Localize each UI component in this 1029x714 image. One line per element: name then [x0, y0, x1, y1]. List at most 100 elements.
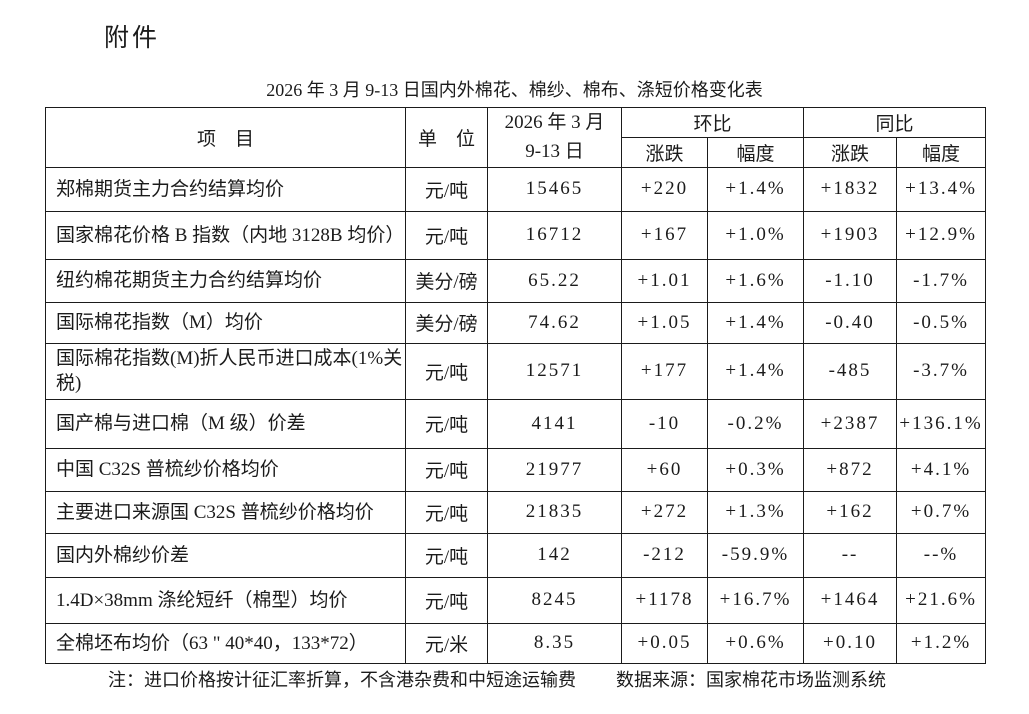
period-value-cell: 21835	[487, 490, 622, 534]
item-cell: 郑棉期货主力合约结算均价	[45, 166, 406, 212]
item-cell: 全棉坯布均价（63 " 40*40，133*72）	[45, 622, 406, 664]
table-body: 郑棉期货主力合约结算均价 元/吨 15465 +220 +1.4% +1832 …	[45, 166, 987, 664]
unit-cell: 元/吨	[405, 447, 488, 492]
item-cell: 国际棉花指数(M)折人民币进口成本(1%关税)	[45, 342, 406, 400]
item-cell: 中国 C32S 普梳纱价格均价	[45, 447, 406, 492]
item-cell: 主要进口来源国 C32S 普梳纱价格均价	[45, 490, 406, 534]
mom-range-cell: +0.3%	[706, 447, 805, 492]
table-row: 全棉坯布均价（63 " 40*40，133*72） 元/米 8.35 +0.05…	[45, 622, 987, 664]
period-value-cell: 4141	[487, 398, 622, 449]
unit-cell: 元/吨	[405, 210, 488, 260]
table-row: 国际棉花指数(M)折人民币进口成本(1%关税) 元/吨 12571 +177 +…	[45, 342, 987, 400]
header-item: 项 目	[45, 107, 406, 168]
unit-cell: 元/米	[405, 622, 488, 664]
mom-range-cell: +1.4%	[706, 166, 805, 212]
header-yoy-range: 幅度	[896, 136, 987, 168]
unit-cell: 元/吨	[405, 532, 488, 578]
unit-cell: 元/吨	[405, 166, 488, 212]
unit-cell: 元/吨	[405, 342, 488, 400]
table-header: 项 目 单 位 2026 年 3 月 9-13 日 环比 同比 涨跌 幅度 涨跌…	[45, 107, 987, 168]
table-row: 国家棉花价格 B 指数（内地 3128B 均价） 元/吨 16712 +167 …	[45, 210, 987, 260]
mom-range-cell: +1.4%	[706, 342, 805, 400]
period-value-cell: 21977	[487, 447, 622, 492]
yoy-range-cell: +1.2%	[896, 622, 987, 664]
mom-range-cell: +16.7%	[706, 576, 805, 624]
yoy-change-cell: +1464	[803, 576, 898, 624]
table-row: 纽约棉花期货主力合约结算均价 美分/磅 65.22 +1.01 +1.6% -1…	[45, 258, 987, 303]
item-cell: 国家棉花价格 B 指数（内地 3128B 均价）	[45, 210, 406, 260]
table-row: 中国 C32S 普梳纱价格均价 元/吨 21977 +60 +0.3% +872…	[45, 447, 987, 492]
period-value-cell: 74.62	[487, 301, 622, 344]
header-yoy-change: 涨跌	[803, 136, 898, 168]
yoy-range-cell: -1.7%	[896, 258, 987, 303]
mom-change-cell: -212	[621, 532, 708, 578]
price-change-table: 项 目 单 位 2026 年 3 月 9-13 日 环比 同比 涨跌 幅度 涨跌…	[45, 107, 987, 664]
mom-change-cell: +177	[621, 342, 708, 400]
table-row: 国内外棉纱价差 元/吨 142 -212 -59.9% -- --%	[45, 532, 987, 578]
item-cell: 国内外棉纱价差	[45, 532, 406, 578]
unit-cell: 美分/磅	[405, 301, 488, 344]
yoy-range-cell: --%	[896, 532, 987, 578]
header-mom-group: 环比	[620, 107, 805, 138]
mom-change-cell: -10	[621, 398, 708, 449]
yoy-change-cell: -485	[803, 342, 898, 400]
period-value-cell: 142	[487, 532, 622, 578]
period-value-cell: 8245	[487, 576, 622, 624]
mom-change-cell: +0.05	[621, 622, 708, 664]
item-cell: 国产棉与进口棉（M 级）价差	[45, 398, 406, 449]
period-value-cell: 15465	[487, 166, 622, 212]
header-row-sub: 涨跌 幅度 涨跌 幅度	[46, 136, 987, 168]
header-row-top: 项 目 单 位 2026 年 3 月 9-13 日 环比 同比	[45, 107, 987, 168]
yoy-range-cell: -0.5%	[896, 301, 987, 344]
header-period: 2026 年 3 月 9-13 日	[487, 107, 622, 168]
yoy-change-cell: +0.10	[803, 622, 898, 664]
yoy-range-cell: +136.1%	[896, 398, 987, 449]
yoy-range-cell: -3.7%	[896, 342, 987, 400]
mom-range-cell: +1.4%	[706, 301, 805, 344]
item-cell: 国际棉花指数（M）均价	[45, 301, 406, 344]
yoy-change-cell: +872	[803, 447, 898, 492]
mom-range-cell: +1.0%	[706, 210, 805, 260]
mom-change-cell: +1178	[621, 576, 708, 624]
yoy-range-cell: +13.4%	[896, 166, 987, 212]
mom-change-cell: +167	[621, 210, 708, 260]
header-unit: 单 位	[405, 107, 488, 168]
mom-change-cell: +60	[621, 447, 708, 492]
table-row: 国产棉与进口棉（M 级）价差 元/吨 4141 -10 -0.2% +2387 …	[45, 398, 987, 449]
yoy-change-cell: --	[803, 532, 898, 578]
item-cell: 1.4D×38mm 涤纶短纤（棉型）均价	[45, 576, 406, 624]
mom-range-cell: +1.3%	[706, 490, 805, 534]
header-period-line1: 2026 年 3 月	[504, 112, 605, 133]
page-title: 2026 年 3 月 9-13 日国内外棉花、棉纱、棉布、涤短价格变化表	[266, 80, 763, 100]
mom-change-cell: +1.05	[621, 301, 708, 344]
period-value-cell: 8.35	[487, 622, 622, 664]
yoy-change-cell: -1.10	[803, 258, 898, 303]
yoy-change-cell: +162	[803, 490, 898, 534]
unit-cell: 美分/磅	[405, 258, 488, 303]
table-row: 郑棉期货主力合约结算均价 元/吨 15465 +220 +1.4% +1832 …	[45, 166, 987, 212]
yoy-range-cell: +0.7%	[896, 490, 987, 534]
header-yoy-group: 同比	[803, 107, 987, 138]
yoy-range-cell: +12.9%	[896, 210, 987, 260]
yoy-change-cell: -0.40	[803, 301, 898, 344]
note-text: 注：进口价格按计征汇率折算，不含港杂费和中短途运输费	[108, 670, 576, 690]
mom-range-cell: -59.9%	[706, 532, 805, 578]
yoy-change-cell: +1903	[803, 210, 898, 260]
footnote: 注：进口价格按计征汇率折算，不含港杂费和中短途运输费 数据来源：国家棉花市场监测…	[108, 666, 988, 692]
mom-range-cell: +1.6%	[706, 258, 805, 303]
mom-range-cell: +0.6%	[706, 622, 805, 664]
attachment-label: 附件	[104, 25, 161, 52]
mom-change-cell: +272	[621, 490, 708, 534]
table-row: 1.4D×38mm 涤纶短纤（棉型）均价 元/吨 8245 +1178 +16.…	[45, 576, 987, 624]
table-row: 国际棉花指数（M）均价 美分/磅 74.62 +1.05 +1.4% -0.40…	[45, 301, 987, 344]
unit-cell: 元/吨	[405, 490, 488, 534]
header-mom-range: 幅度	[706, 136, 805, 168]
unit-cell: 元/吨	[405, 576, 488, 624]
table-row: 主要进口来源国 C32S 普梳纱价格均价 元/吨 21835 +272 +1.3…	[45, 490, 987, 534]
mom-range-cell: -0.2%	[706, 398, 805, 449]
header-period-line2: 9-13 日	[525, 141, 584, 163]
yoy-change-cell: +2387	[803, 398, 898, 449]
mom-change-cell: +1.01	[621, 258, 708, 303]
mom-change-cell: +220	[621, 166, 708, 212]
unit-cell: 元/吨	[405, 398, 488, 449]
